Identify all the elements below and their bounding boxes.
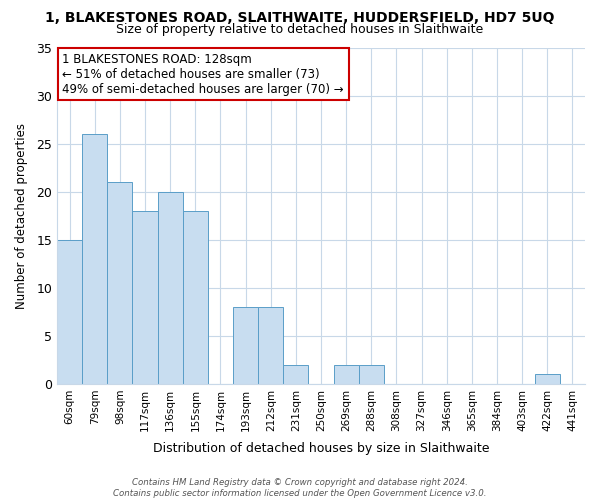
- Text: 1 BLAKESTONES ROAD: 128sqm
← 51% of detached houses are smaller (73)
49% of semi: 1 BLAKESTONES ROAD: 128sqm ← 51% of deta…: [62, 52, 344, 96]
- Bar: [535, 374, 560, 384]
- Bar: [133, 211, 158, 384]
- Bar: [183, 211, 208, 384]
- Bar: [359, 364, 384, 384]
- X-axis label: Distribution of detached houses by size in Slaithwaite: Distribution of detached houses by size …: [153, 442, 489, 455]
- Bar: [57, 240, 82, 384]
- Bar: [158, 192, 183, 384]
- Y-axis label: Number of detached properties: Number of detached properties: [15, 122, 28, 308]
- Bar: [233, 307, 258, 384]
- Text: 1, BLAKESTONES ROAD, SLAITHWAITE, HUDDERSFIELD, HD7 5UQ: 1, BLAKESTONES ROAD, SLAITHWAITE, HUDDER…: [45, 11, 555, 25]
- Bar: [82, 134, 107, 384]
- Text: Contains HM Land Registry data © Crown copyright and database right 2024.
Contai: Contains HM Land Registry data © Crown c…: [113, 478, 487, 498]
- Bar: [258, 307, 283, 384]
- Bar: [107, 182, 133, 384]
- Text: Size of property relative to detached houses in Slaithwaite: Size of property relative to detached ho…: [116, 22, 484, 36]
- Bar: [283, 364, 308, 384]
- Bar: [334, 364, 359, 384]
